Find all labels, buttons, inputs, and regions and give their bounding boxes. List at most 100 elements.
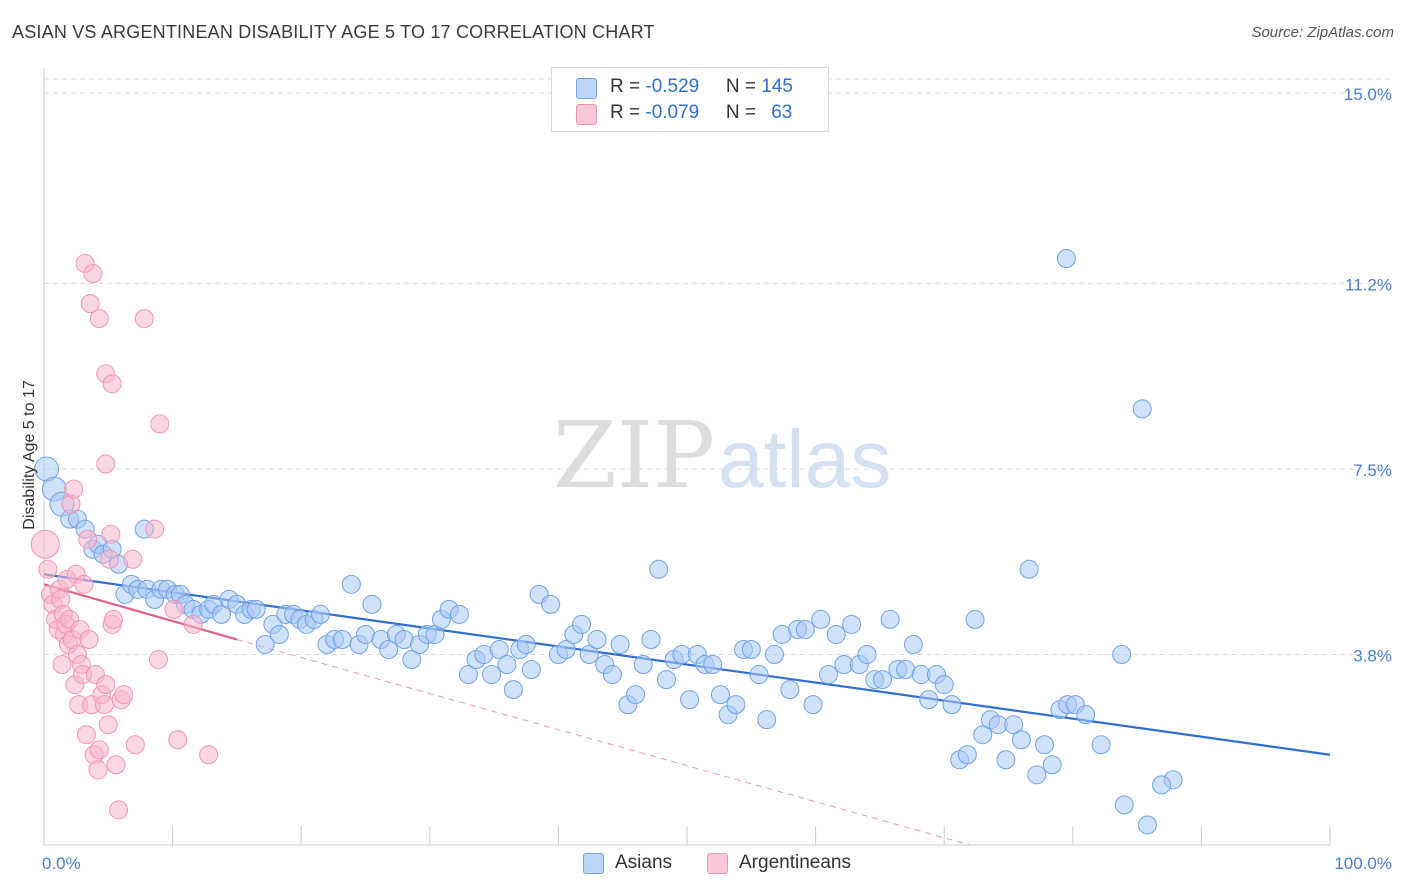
data-point [106, 755, 126, 775]
data-point [633, 655, 653, 675]
data-point [458, 665, 478, 685]
data-point [996, 750, 1016, 770]
data-point [199, 745, 219, 765]
data-point [818, 665, 838, 685]
data-point [379, 639, 399, 659]
data-point [811, 609, 831, 629]
data-point [973, 725, 993, 745]
data-point [83, 264, 103, 284]
data-point [780, 680, 800, 700]
data-point [101, 524, 121, 544]
data-point [1091, 735, 1111, 755]
data-point [579, 645, 599, 665]
data-point [826, 624, 846, 644]
data-point [610, 634, 630, 654]
data-point [516, 634, 536, 654]
series-asians [34, 248, 1183, 835]
watermark-zip: ZIP [553, 402, 715, 509]
data-point [88, 760, 108, 780]
data-point [857, 645, 877, 665]
data-point [1042, 755, 1062, 775]
legend-text-argentineans: R = -0.079 N = 63 [610, 102, 792, 124]
data-point [541, 594, 561, 614]
data-point [1152, 775, 1172, 795]
data-point [556, 639, 576, 659]
data-point [703, 655, 723, 675]
source-label: Source: ZipAtlas.com [1251, 24, 1394, 41]
legend-r-value: -0.529 [645, 76, 700, 97]
data-point [145, 519, 165, 539]
data-point [934, 675, 954, 695]
legend-n-label: N = [725, 76, 762, 97]
data-point [656, 670, 676, 690]
data-point [103, 609, 123, 629]
bottom-legend-swatch-asians [583, 853, 604, 874]
data-point [96, 454, 116, 474]
bottom-legend-label-asians: Asians [615, 852, 673, 873]
data-point [52, 655, 72, 675]
data-point [30, 529, 60, 559]
data-point [100, 549, 120, 569]
data-point [749, 665, 769, 685]
data-point [362, 594, 382, 614]
legend-n-value: 63 [771, 102, 793, 123]
data-point [332, 629, 352, 649]
data-point [150, 414, 170, 434]
data-point [94, 695, 114, 715]
data-point [880, 609, 900, 629]
data-point [1076, 705, 1096, 725]
data-point [482, 665, 502, 685]
data-point [134, 309, 154, 329]
data-point [164, 599, 184, 619]
data-point [1027, 765, 1047, 785]
data-point [79, 629, 99, 649]
data-point [98, 715, 118, 735]
data-point [649, 559, 669, 579]
data-point [109, 800, 129, 820]
data-point [1035, 735, 1055, 755]
data-point [246, 599, 266, 619]
legend-n-label: N = [725, 102, 762, 123]
data-point [602, 665, 622, 685]
data-point [38, 559, 58, 579]
stats-legend: R = -0.529 N = 145 R = -0.079 N = 63 [551, 67, 829, 132]
data-point [183, 614, 203, 634]
data-point [78, 529, 98, 549]
chart-title: ASIAN VS ARGENTINEAN DISABILITY AGE 5 TO… [12, 22, 655, 42]
data-point [641, 629, 661, 649]
data-point [489, 639, 509, 659]
data-point [965, 609, 985, 629]
data-point [114, 685, 134, 705]
data-point [587, 629, 607, 649]
series-argentineans [30, 254, 219, 820]
data-point [726, 695, 746, 715]
y-axis-label: Disability Age 5 to 17 [21, 380, 38, 530]
grid-lines [44, 78, 1392, 656]
legend-r-label: R = [610, 76, 646, 97]
data-point [148, 650, 168, 670]
data-point [1019, 559, 1039, 579]
data-point [76, 725, 96, 745]
data-point [1004, 715, 1024, 735]
data-point [521, 660, 541, 680]
data-point [1056, 248, 1076, 268]
data-point [402, 650, 422, 670]
data-point [102, 374, 122, 394]
data-point [957, 745, 977, 765]
data-point [269, 624, 289, 644]
tick-labels: 3.8% 7.5% 11.2% 15.0% 0.0% 100.0% [42, 85, 1392, 873]
data-point [1112, 645, 1132, 665]
data-point [842, 614, 862, 634]
data-point [89, 740, 109, 760]
legend-n-value: 145 [761, 76, 793, 97]
data-point [168, 730, 188, 750]
data-point [211, 604, 231, 624]
data-point [96, 675, 116, 695]
data-point [1132, 399, 1152, 419]
data-point [872, 670, 892, 690]
data-point [942, 695, 962, 715]
legend-r-value: -0.079 [645, 102, 700, 123]
bottom-legend-swatch-argentineans [707, 853, 728, 874]
data-point [449, 604, 469, 624]
